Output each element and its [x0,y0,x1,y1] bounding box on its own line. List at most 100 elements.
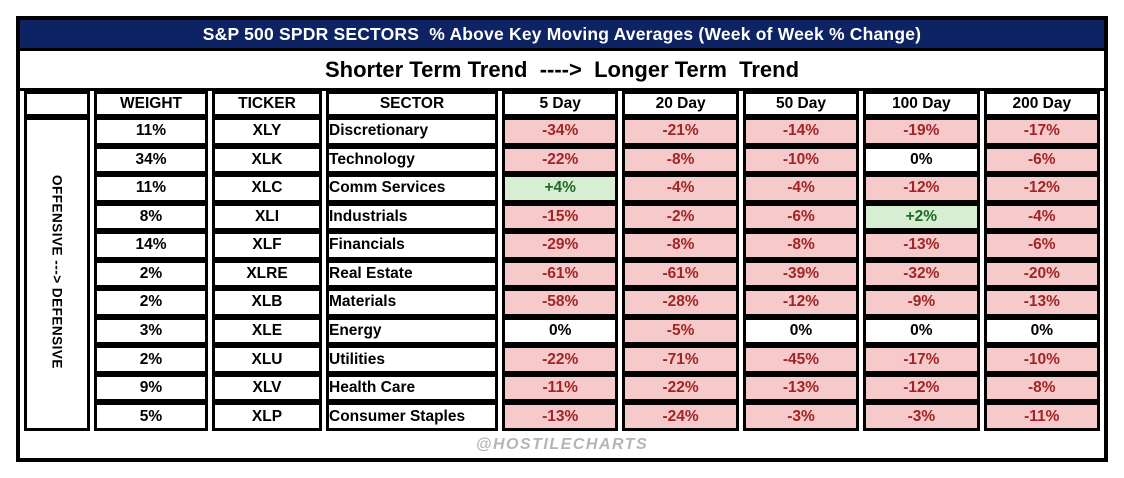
table-row: 9% XLV Health Care -11% -22% -13% -12% -8% [24,373,1100,403]
value-cell: -6% [983,145,1100,175]
weight-cell: 2% [94,345,208,374]
weight-cell: 9% [94,373,208,403]
ticker-cell: XLRE [212,259,322,289]
value-cell: -4% [742,174,860,203]
value-cell: -12% [863,373,980,403]
table-row: 2% XLB Materials -58% -28% -12% -9% -13% [24,288,1100,317]
sector-cell: Comm Services [326,174,498,203]
title-bar: S&P 500 SPDR SECTORS % Above Key Moving … [20,20,1104,51]
column-header-50-day: 50 Day [742,91,860,117]
value-cell: 0% [863,145,980,175]
corner-cell [24,91,90,117]
sector-cell: Industrials [326,202,498,232]
value-cell: -29% [502,231,619,260]
weight-cell: 11% [94,117,208,146]
sector-cell: Energy [326,316,498,346]
value-cell: -10% [983,345,1100,374]
value-cell: -34% [502,117,619,146]
ticker-cell: XLK [212,145,322,175]
weight-cell: 11% [94,174,208,203]
sectors-table: WEIGHT TICKER SECTOR 5 Day 20 Day 50 Day 100 D… [20,91,1104,431]
value-cell: -22% [502,345,619,374]
value-cell: -12% [863,174,980,203]
value-cell: -12% [742,288,860,317]
column-header-ticker: TICKER [212,91,322,117]
sector-cell: Financials [326,231,498,260]
value-cell: -58% [502,288,619,317]
value-cell: -19% [863,117,980,146]
value-cell: -39% [742,259,860,289]
sector-cell: Technology [326,145,498,175]
table-row: 2% XLRE Real Estate -61% -61% -39% -32% -20% [24,259,1100,289]
value-cell: -4% [622,174,739,203]
value-cell: -3% [742,402,860,431]
value-cell: -22% [502,145,619,175]
column-header-200-day: 200 Day [983,91,1100,117]
ticker-cell: XLI [212,202,322,232]
ticker-cell: XLE [212,316,322,346]
value-cell: -10% [742,145,860,175]
value-cell: -5% [622,316,739,346]
value-cell: -11% [502,373,619,403]
value-cell: -13% [742,373,860,403]
weight-cell: 2% [94,288,208,317]
table-row: 14% XLF Financials -29% -8% -8% -13% -6% [24,231,1100,260]
value-cell: -20% [983,259,1100,289]
ticker-cell: XLV [212,373,322,403]
value-cell: 0% [983,316,1100,346]
weight-cell: 5% [94,402,208,431]
value-cell: -8% [622,145,739,175]
subtitle-bar: Shorter Term Trend ----> Longer Term Tre… [20,51,1104,91]
value-cell: 0% [742,316,860,346]
value-cell: +2% [863,202,980,232]
column-header-5-day: 5 Day [502,91,619,117]
table-frame: S&P 500 SPDR SECTORS % Above Key Moving … [16,16,1108,462]
value-cell: -6% [983,231,1100,260]
weight-cell: 2% [94,259,208,289]
value-cell: -32% [863,259,980,289]
value-cell: -17% [983,117,1100,146]
value-cell: -6% [742,202,860,232]
value-cell: -8% [983,373,1100,403]
ticker-cell: XLC [212,174,322,203]
trend-subtitle: Shorter Term Trend ----> Longer Term Tre… [324,56,800,82]
value-cell: 0% [863,316,980,346]
offensive-defensive-axis-cell: OFFENSIVE ---> DEFENSIVE [24,117,90,431]
value-cell: -8% [742,231,860,260]
table-row: 5% XLP Consumer Staples -13% -24% -3% -3% -11% [24,402,1100,431]
value-cell: -4% [983,202,1100,232]
ticker-cell: XLB [212,288,322,317]
ticker-cell: XLP [212,402,322,431]
value-cell: -22% [622,373,739,403]
value-cell: -61% [622,259,739,289]
value-cell: -14% [742,117,860,146]
table-row: 34% XLK Technology -22% -8% -10% 0% -6% [24,145,1100,175]
value-cell: +4% [502,174,619,203]
sector-cell: Health Care [326,373,498,403]
value-cell: -13% [983,288,1100,317]
table-row: 11% XLC Comm Services +4% -4% -4% -12% -12% [24,174,1100,203]
value-cell: -28% [622,288,739,317]
watermark-bar: @HOSTILECHARTS [20,431,1104,458]
value-cell: -13% [502,402,619,431]
value-cell: 0% [502,316,619,346]
sector-cell: Discretionary [326,117,498,146]
ticker-cell: XLU [212,345,322,374]
value-cell: -11% [983,402,1100,431]
weight-cell: 3% [94,316,208,346]
header-row: WEIGHT TICKER SECTOR 5 Day 20 Day 50 Day 100 D… [24,91,1100,117]
value-cell: -3% [863,402,980,431]
value-cell: -21% [622,117,739,146]
value-cell: -8% [622,231,739,260]
sector-cell: Utilities [326,345,498,374]
column-header-100-day: 100 Day [863,91,980,117]
ticker-cell: XLF [212,231,322,260]
column-header-20-day: 20 Day [622,91,739,117]
weight-cell: 34% [94,145,208,175]
value-cell: -9% [863,288,980,317]
sector-cell: Consumer Staples [326,402,498,431]
sector-cell: Real Estate [326,259,498,289]
ticker-cell: XLY [212,117,322,146]
page-title: S&P 500 SPDR SECTORS % Above Key Moving … [202,23,922,44]
